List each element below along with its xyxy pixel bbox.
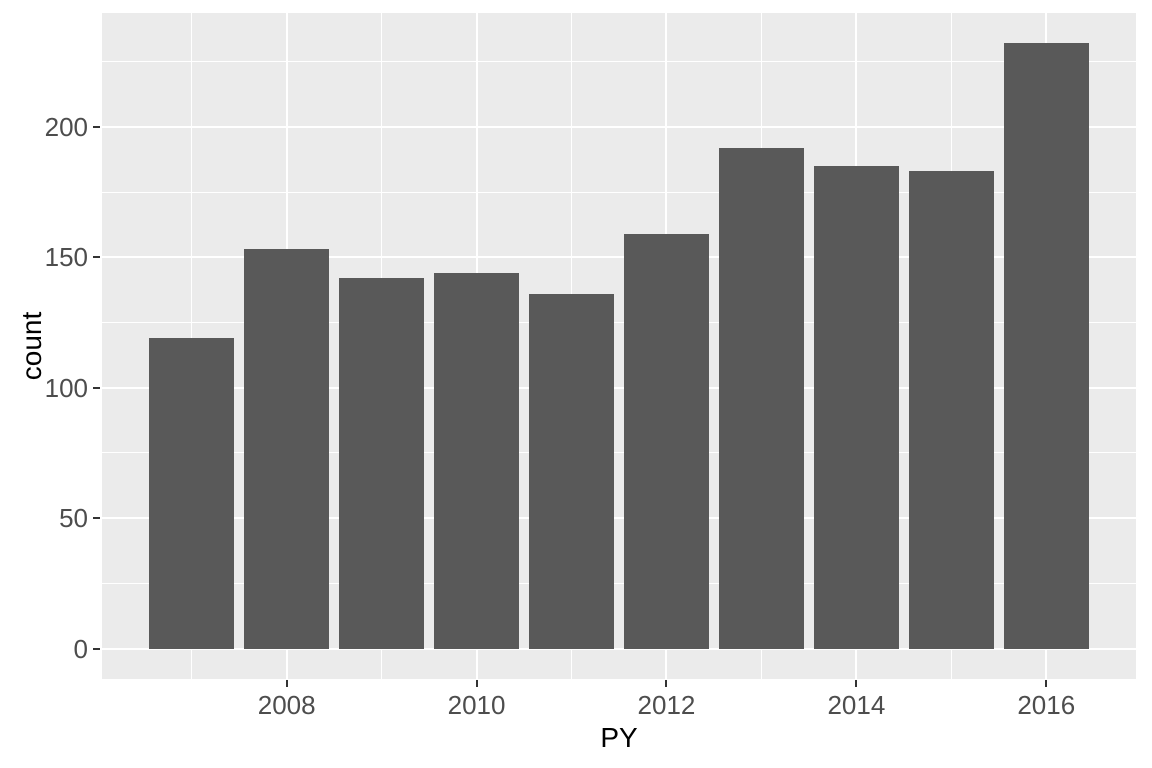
x-tick-mark	[1045, 680, 1048, 687]
x-tick-label: 2010	[447, 690, 506, 720]
bar-2015	[908, 171, 995, 649]
plot-panel	[102, 13, 1136, 679]
bar-2008	[243, 249, 330, 649]
y-tick-mark	[93, 256, 100, 259]
x-tick-mark	[285, 680, 288, 687]
gridline-major-y	[102, 256, 1136, 259]
y-tick-label: 100	[44, 372, 88, 403]
gridline-minor-y	[102, 191, 1136, 193]
y-tick-label: 50	[59, 503, 88, 534]
y-tick-mark	[93, 125, 100, 128]
gridline-minor-y	[102, 61, 1136, 63]
gridline-major-y	[102, 517, 1136, 520]
bar-2009	[338, 278, 425, 649]
y-tick-mark	[93, 517, 100, 520]
bar-2011	[528, 293, 615, 649]
x-tick-label: 2008	[257, 690, 316, 720]
bar-2010	[433, 272, 520, 649]
gridline-major-y	[102, 386, 1136, 389]
y-tick-label: 0	[73, 633, 88, 664]
gridline-major-y	[102, 647, 1136, 650]
bar-2012	[623, 233, 710, 649]
y-axis-title: count	[16, 311, 47, 381]
x-tick-label: 2012	[637, 690, 696, 720]
y-tick-label: 150	[44, 242, 88, 273]
gridline-minor-y	[102, 452, 1136, 454]
y-tick-mark	[93, 647, 100, 650]
x-tick-mark	[475, 680, 478, 687]
x-tick-mark	[855, 680, 858, 687]
bar-2014	[813, 165, 900, 649]
x-axis-title: PY	[600, 722, 638, 753]
x-tick-label: 2016	[1017, 690, 1076, 720]
bar-2007	[149, 338, 235, 649]
bar-2013	[718, 147, 805, 649]
gridline-major-y	[102, 125, 1136, 128]
x-tick-mark	[665, 680, 668, 687]
gridline-minor-y	[102, 582, 1136, 584]
x-tick-label: 2014	[827, 690, 886, 720]
y-tick-mark	[93, 386, 100, 389]
gridline-minor-y	[102, 322, 1136, 323]
y-tick-label: 200	[44, 111, 88, 142]
bar-2016	[1003, 43, 1089, 649]
